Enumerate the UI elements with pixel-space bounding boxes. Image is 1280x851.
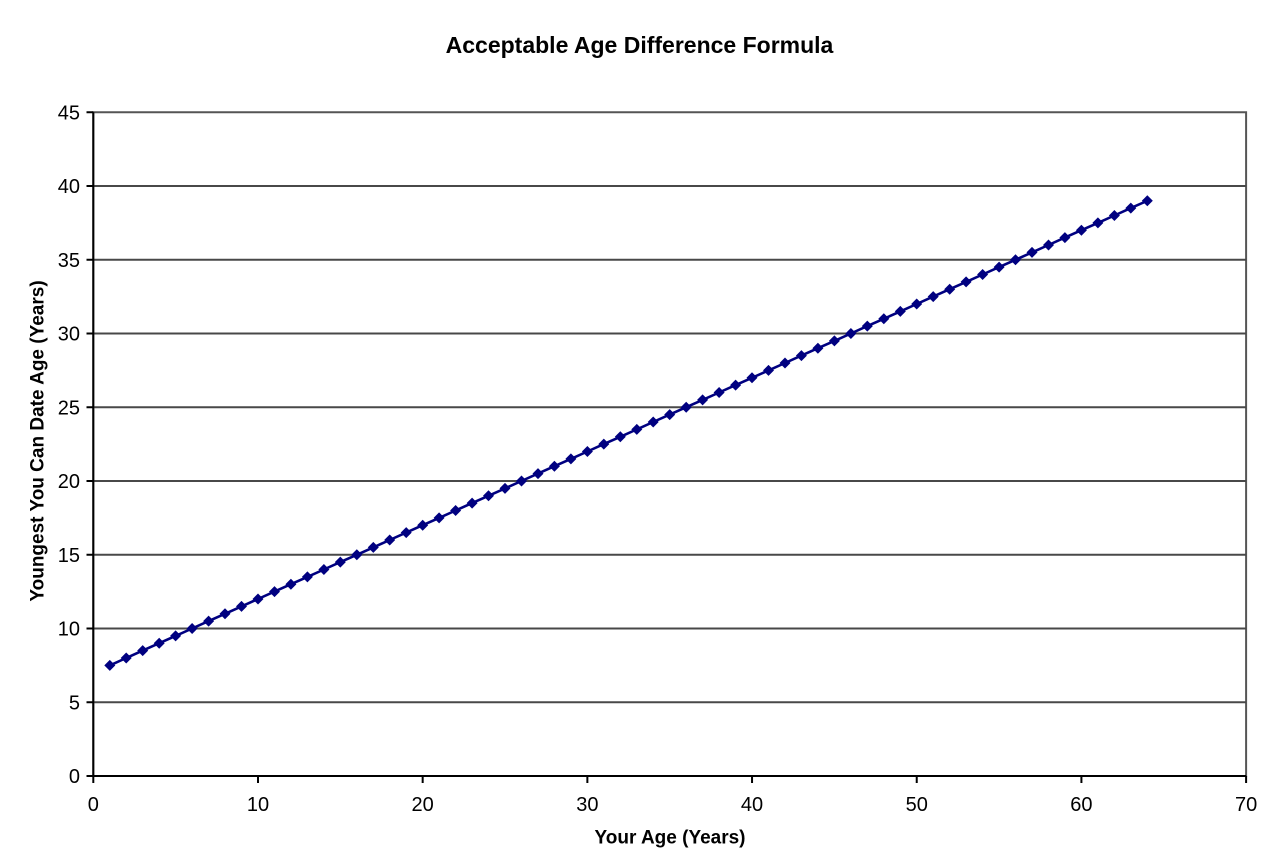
svg-text:60: 60	[1070, 794, 1092, 816]
svg-text:10: 10	[58, 619, 80, 641]
svg-text:Your Age (Years): Your Age (Years)	[595, 828, 746, 849]
svg-text:45: 45	[58, 102, 80, 124]
svg-text:20: 20	[58, 471, 80, 493]
svg-text:35: 35	[58, 250, 80, 272]
svg-text:0: 0	[88, 794, 99, 816]
svg-text:25: 25	[58, 397, 80, 419]
svg-text:20: 20	[412, 794, 434, 816]
svg-text:40: 40	[58, 176, 80, 198]
svg-text:70: 70	[1235, 794, 1257, 816]
svg-text:40: 40	[741, 794, 763, 816]
svg-text:0: 0	[69, 766, 80, 788]
svg-text:50: 50	[906, 794, 928, 816]
svg-text:Youngest You Can Date Age (Yea: Youngest You Can Date Age (Years)	[28, 280, 49, 601]
svg-text:10: 10	[247, 794, 269, 816]
svg-text:Acceptable Age Difference Form: Acceptable Age Difference Formula	[446, 32, 834, 58]
svg-text:5: 5	[69, 692, 80, 714]
svg-text:30: 30	[58, 324, 80, 346]
svg-text:15: 15	[58, 545, 80, 567]
svg-text:30: 30	[576, 794, 598, 816]
